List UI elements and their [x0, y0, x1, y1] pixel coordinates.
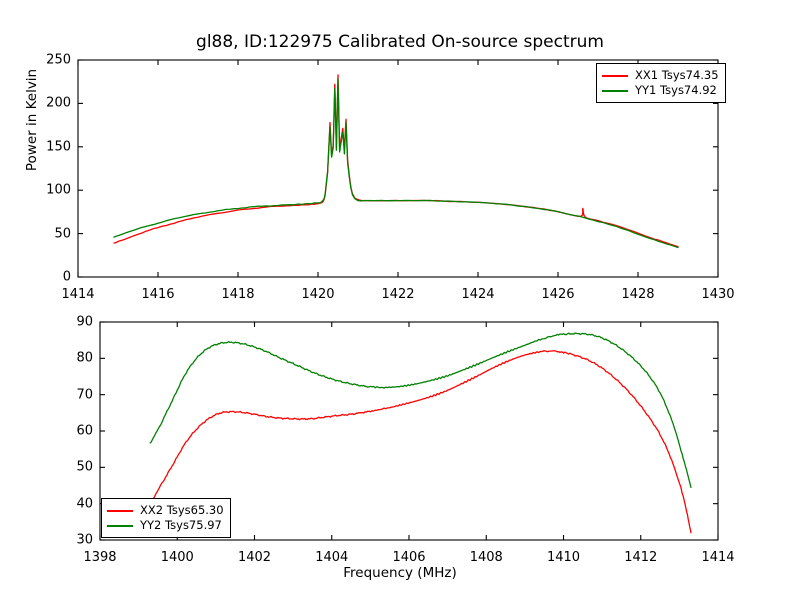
bottom-x-tick-label: 1410: [546, 550, 581, 565]
top-x-tick-label: 1420: [301, 287, 335, 302]
bottom-x-tick-label: 1412: [624, 550, 658, 565]
legend-item: XX1 Tsys74.35: [602, 68, 719, 83]
top-panel-legend: XX1 Tsys74.35 YY1 Tsys74.92: [596, 63, 726, 103]
series-line-xx1: [113, 74, 679, 248]
bottom-panel-legend: XX2 Tsys65.30 YY2 Tsys75.97: [101, 498, 231, 538]
top-x-tick-label: 1428: [621, 287, 655, 302]
series-line-xx2: [149, 350, 692, 534]
top-x-tick-label: 1426: [541, 287, 575, 302]
bottom-y-tick-label: 90: [76, 314, 93, 330]
bottom-y-tick-label: 80: [76, 350, 93, 366]
top-x-tick-label: 1414: [61, 287, 95, 302]
bottom-panel-xlabel: Frequency (MHz): [343, 565, 457, 581]
bottom-x-tick-label: 1398: [83, 550, 117, 565]
top-y-tick-label: 50: [54, 226, 71, 242]
legend-label: YY1 Tsys74.92: [635, 83, 717, 97]
top-y-tick-label: 250: [46, 52, 71, 68]
bottom-y-tick-label: 50: [76, 459, 93, 475]
legend-label: XX2 Tsys65.30: [140, 503, 224, 517]
legend-item: YY1 Tsys74.92: [602, 83, 719, 98]
series-line-yy1: [113, 78, 679, 249]
top-y-tick-label: 0: [62, 269, 71, 285]
bottom-y-tick-label: 30: [76, 532, 93, 548]
bottom-y-tick-label: 40: [76, 496, 93, 512]
top-y-tick-label: 150: [46, 139, 71, 155]
bottom-x-tick-label: 1400: [160, 550, 194, 565]
bottom-y-tick-label: 70: [76, 387, 93, 403]
legend-label: XX1 Tsys74.35: [635, 68, 719, 82]
bottom-x-tick-label: 1402: [237, 550, 272, 565]
legend-item: YY2 Tsys75.97: [107, 518, 224, 533]
bottom-x-tick-label: 1404: [315, 550, 349, 565]
bottom-y-tick-label: 60: [76, 423, 93, 439]
top-y-tick-label: 100: [46, 182, 71, 198]
legend-label: YY2 Tsys75.97: [140, 518, 222, 532]
top-y-tick-label: 200: [46, 95, 71, 111]
top-x-tick-label: 1418: [221, 287, 255, 302]
legend-color-swatch: [107, 524, 133, 527]
legend-color-swatch: [107, 509, 133, 512]
bottom-x-tick-label: 1408: [469, 550, 503, 565]
legend-color-swatch: [602, 74, 628, 77]
top-x-tick-label: 1422: [381, 287, 415, 302]
page-title: gl88, ID:122975 Calibrated On-source spe…: [196, 32, 604, 52]
top-x-tick-label: 1424: [461, 287, 495, 302]
bottom-x-tick-label: 1414: [701, 550, 735, 565]
top-x-tick-label: 1430: [701, 287, 735, 302]
legend-color-swatch: [602, 89, 628, 92]
top-x-tick-label: 1416: [141, 287, 175, 302]
legend-item: XX2 Tsys65.30: [107, 503, 224, 518]
bottom-x-tick-label: 1406: [392, 550, 426, 565]
series-line-yy2: [149, 332, 692, 488]
